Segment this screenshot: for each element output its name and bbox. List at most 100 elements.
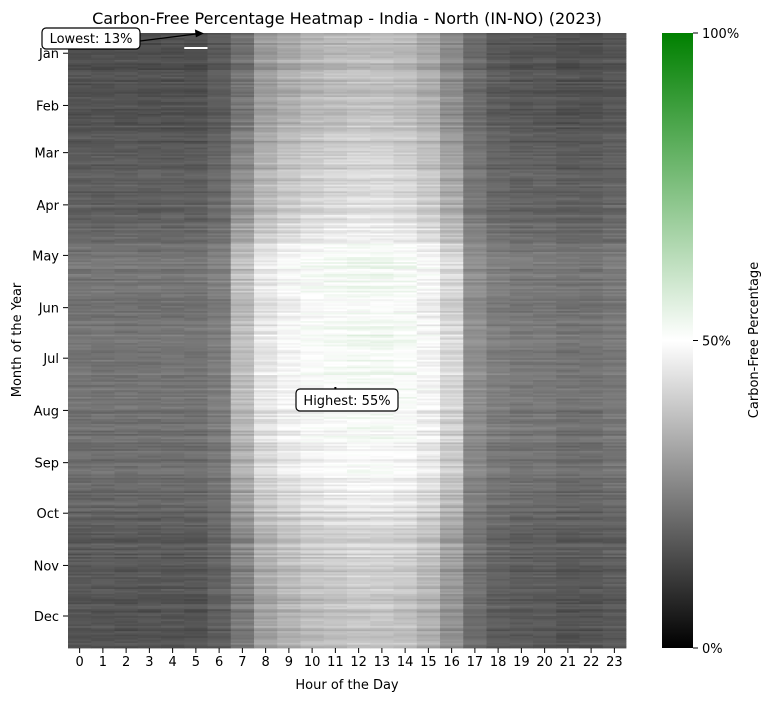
heatmap-cell [486,255,511,258]
heatmap-cell [323,70,348,73]
heatmap-cell [184,120,208,123]
heatmap-cell [68,102,92,105]
heatmap-cell [533,182,557,186]
heatmap-cell [370,364,394,368]
heatmap-cell [463,53,487,56]
heatmap-cell [370,203,394,206]
heatmap-cell [137,105,162,108]
heatmap-cell [416,145,441,148]
heatmap-cell [416,58,441,61]
heatmap-cell [114,292,139,295]
heatmap-cell [347,196,371,199]
heatmap-cell [68,314,92,317]
heatmap-cell [137,317,162,320]
heatmap-cell [323,277,348,280]
heatmap-cell [579,236,604,239]
heatmap-cell [393,156,418,159]
heatmap-cell [533,262,557,265]
heatmap-cell [579,300,604,303]
heatmap-cell [114,337,139,341]
heatmap-cell [602,309,627,312]
heatmap-cell [114,380,139,383]
heatmap-cell [207,363,232,366]
heatmap-cell [137,139,162,142]
heatmap-cell [184,376,208,379]
heatmap-cell [323,280,348,283]
heatmap-cell [509,188,534,191]
heatmap-cell [347,361,371,364]
heatmap-cell [91,56,115,59]
heatmap-cell [277,300,301,303]
heatmap-cell [579,290,604,293]
heatmap-cell [486,221,511,224]
heatmap-cell [207,295,232,298]
heatmap-cell [230,255,255,258]
heatmap-cell [347,336,371,339]
heatmap-cell [393,211,418,214]
heatmap-cell [323,56,348,59]
heatmap-cell [416,327,441,330]
heatmap-cell [440,364,464,368]
heatmap-cell [370,267,394,270]
heatmap-cell [347,332,371,335]
heatmap-cell [114,169,139,172]
heatmap-cell [416,255,441,258]
heatmap-cell [393,208,418,211]
heatmap-cell [370,174,394,177]
heatmap-cell [533,336,557,339]
heatmap-cell [486,294,511,297]
heatmap-cell [556,63,580,66]
heatmap-cell [416,339,441,342]
heatmap-cell [207,179,232,182]
heatmap-cell [463,49,487,52]
heatmap-cell [300,272,325,275]
heatmap-cell [556,233,580,236]
heatmap-cell [137,300,162,303]
heatmap-cell [556,334,580,337]
heatmap-cell [556,240,580,243]
heatmap-cell [114,59,139,63]
heatmap-cell [509,125,534,128]
heatmap-cell [416,381,441,384]
heatmap-cell [347,70,371,73]
heatmap-cell [300,295,325,298]
heatmap-cell [556,162,580,165]
heatmap-cell [440,295,464,298]
heatmap-cell [347,189,371,192]
heatmap-cell [440,236,464,239]
heatmap-cell [300,378,325,381]
heatmap-cell [300,248,325,251]
heatmap-cell [347,258,371,261]
heatmap-cell [463,230,487,233]
heatmap-cell [533,225,557,228]
heatmap-cell [440,125,464,128]
heatmap-cell [579,243,604,246]
heatmap-cell [254,284,278,287]
heatmap-cell [347,174,371,177]
heatmap-cell [114,105,139,108]
heatmap-cell [533,289,557,292]
heatmap-cell [509,351,534,354]
heatmap-cell [370,97,394,100]
heatmap-cell [579,329,604,332]
heatmap-cell [277,257,301,260]
heatmap-cell [323,61,348,64]
heatmap-cell [602,307,627,310]
heatmap-cell [207,110,232,113]
heatmap-cell [137,39,162,42]
heatmap-cell [416,231,441,234]
heatmap-cell [347,226,371,229]
heatmap-cell [533,245,557,248]
heatmap-cell [184,319,208,322]
heatmap-cell [393,91,418,95]
heatmap-cell [254,182,278,186]
heatmap-cell [416,199,441,202]
heatmap-cell [370,76,394,79]
heatmap-cell [509,324,534,327]
heatmap-cell [486,220,511,223]
heatmap-cell [393,299,418,302]
heatmap-cell [440,285,464,288]
heatmap-cell [91,156,115,159]
heatmap-cell [393,188,418,191]
heatmap-cell [91,368,115,371]
